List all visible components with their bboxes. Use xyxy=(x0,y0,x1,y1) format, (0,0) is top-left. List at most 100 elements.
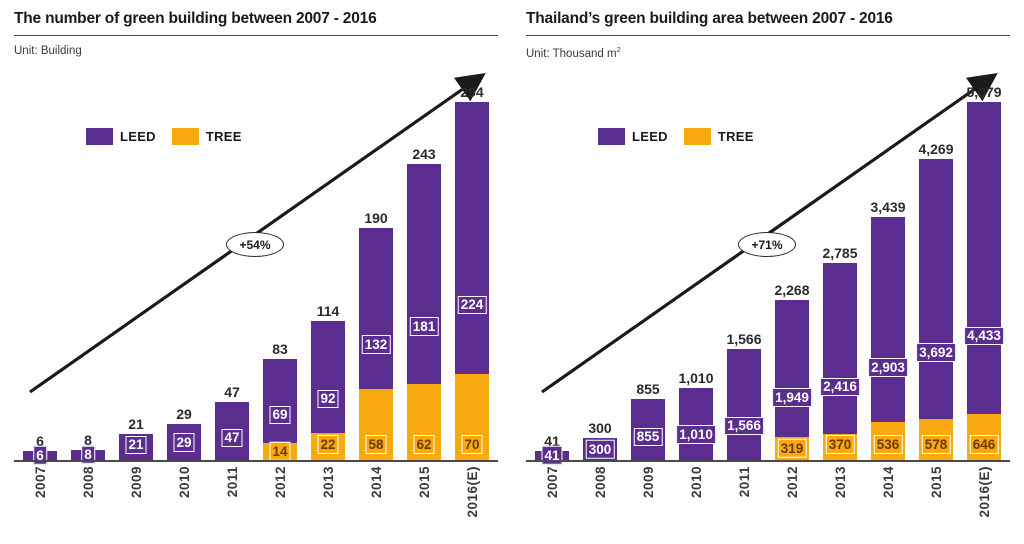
x-axis-tick: 2007 xyxy=(532,466,572,542)
x-axis-tick: 2011 xyxy=(724,466,764,542)
x-axis-tick-label: 2008 xyxy=(80,466,96,499)
bar-column: 855 855 xyxy=(628,381,668,460)
x-axis-tick-label: 2007 xyxy=(32,466,48,499)
bar-total-label: 855 xyxy=(636,381,660,398)
x-axis-tick: 2012 xyxy=(260,466,300,542)
bar-column: 114 92 22 xyxy=(308,304,348,460)
x-axis-tick-label: 2010 xyxy=(176,466,192,499)
bar-total-label: 2,785 xyxy=(822,245,858,262)
bar-segment-label-leed: 8 xyxy=(81,445,95,464)
bar-segment-label-tree: 58 xyxy=(365,435,387,454)
bar-segment-tree: 370 xyxy=(823,433,857,460)
bar-segment-label-leed: 224 xyxy=(457,295,487,315)
bar-segment-leed: 2,416 xyxy=(820,263,860,434)
bar-segment-leed: 1,010 xyxy=(676,388,716,460)
bar-segment-label-leed: 855 xyxy=(633,427,663,447)
panel-building-count: The number of green building between 200… xyxy=(14,10,498,542)
bar-segment-label-leed: 1,566 xyxy=(724,416,764,436)
unit-superscript: 2 xyxy=(616,45,621,54)
bar-segment-label-leed: 132 xyxy=(361,335,391,354)
plot-area-left: +54% 6 6 8 8 21 21 29 29 47 47 83 69 14 114 92 22 190 132… xyxy=(14,62,498,465)
bar-segment-tree: 578 xyxy=(919,418,953,460)
bar-total-label: 41 xyxy=(544,432,560,449)
x-axis-labels-left: 2007 2008 2009 2010 2011 2012 2013 2014 2015 2016… xyxy=(14,466,498,542)
bar-segment-label-leed: 300 xyxy=(585,439,615,459)
bar-segment-leed: 92 xyxy=(311,320,345,433)
growth-badge-right: +71% xyxy=(738,232,796,257)
title-divider xyxy=(526,35,1010,36)
bar-segment-tree: 536 xyxy=(871,421,905,460)
panel-title: Thailand’s green building area between 2… xyxy=(526,10,893,27)
bar-column: 47 47 xyxy=(212,384,252,460)
x-axis-labels-right: 2007 2008 2009 2010 2011 2012 2013 2014 2015 2016… xyxy=(526,466,1010,542)
x-axis-tick: 2013 xyxy=(820,466,860,542)
bar-stack: 2,416 370 xyxy=(820,263,860,460)
x-axis-tick-label: 2009 xyxy=(128,466,144,499)
bar-column: 1,010 1,010 xyxy=(676,371,716,460)
bar-total-label: 190 xyxy=(364,210,388,227)
bar-segment-label-tree: 62 xyxy=(413,435,435,454)
x-axis-tick: 2010 xyxy=(676,466,716,542)
bar-total-label: 2,268 xyxy=(774,281,810,298)
bar-total-label: 114 xyxy=(316,302,340,319)
x-axis-tick: 2010 xyxy=(164,466,204,542)
bar-segment-label-leed: 1,949 xyxy=(772,388,812,407)
panel-title: The number of green building between 200… xyxy=(14,10,377,27)
bar-segment-label-tree: 370 xyxy=(825,435,855,454)
bar-stack: 300 xyxy=(583,438,617,460)
bar-total-label: 21 xyxy=(128,416,144,433)
bar-segment-label-leed: 92 xyxy=(317,389,339,409)
unit-text: Unit: Building xyxy=(14,45,82,57)
bar-stack: 3,692 578 xyxy=(916,158,956,460)
bar-total-label: 6 xyxy=(36,432,44,449)
x-axis-tick: 2008 xyxy=(68,466,108,542)
x-axis-tick: 2011 xyxy=(212,466,252,542)
x-axis-tick-label: 2014 xyxy=(368,466,384,499)
x-axis-tick-label: 2008 xyxy=(592,466,608,499)
x-axis-tick: 2016(E) xyxy=(964,466,1004,542)
unit-text: Unit: Thousand m xyxy=(526,47,617,60)
growth-badge-left: +54% xyxy=(226,232,284,257)
bar-segment-leed: 3,692 xyxy=(916,158,956,419)
x-axis-tick-label: 2010 xyxy=(688,466,704,499)
x-axis-tick: 2012 xyxy=(772,466,812,542)
bar-segment-leed: 855 xyxy=(631,399,665,460)
bar-segment-label-leed: 2,903 xyxy=(868,358,908,377)
bar-segment-label-leed: 21 xyxy=(125,435,147,455)
bar-column: 300 300 xyxy=(580,421,620,460)
bar-total-label: 4,269 xyxy=(918,140,954,157)
bar-total-label: 47 xyxy=(224,384,240,401)
bar-segment-label-leed: 47 xyxy=(221,428,243,448)
bar-segment-leed: 69 xyxy=(263,358,297,443)
bar-segment-leed: 4,433 xyxy=(964,101,1004,415)
panel-unit: Unit: Thousand m2 xyxy=(526,45,1010,60)
bar-stack: 69 14 xyxy=(263,358,297,461)
bar-column: 41 41 xyxy=(532,432,572,465)
bar-stack: 29 xyxy=(167,424,201,460)
bar-segment-leed: 41 xyxy=(535,445,569,465)
x-axis-tick-label: 2016(E) xyxy=(976,466,992,518)
bar-segment-leed: 8 xyxy=(71,445,105,464)
bar-segment-tree: 14 xyxy=(263,441,297,461)
x-axis-tick-label: 2007 xyxy=(544,466,560,499)
x-axis-tick-label: 2013 xyxy=(320,466,336,499)
bar-stack: 855 xyxy=(631,399,665,460)
bar-segment-label-tree: 70 xyxy=(461,435,483,454)
x-axis-tick-label: 2009 xyxy=(640,466,656,499)
bar-segment-leed: 29 xyxy=(167,424,201,460)
bar-stack: 181 62 xyxy=(407,163,441,460)
bar-segment-label-tree: 319 xyxy=(777,439,807,458)
x-axis-tick-label: 2012 xyxy=(272,466,288,499)
bar-segment-label-tree: 578 xyxy=(921,435,951,454)
bar-column: 2,268 1,949 319 xyxy=(772,283,812,460)
x-axis-tick: 2008 xyxy=(580,466,620,542)
bar-column: 243 181 62 xyxy=(404,147,444,460)
bar-segment-leed: 6 xyxy=(23,445,57,465)
bar-stack: 132 58 xyxy=(359,228,393,460)
bar-column: 29 29 xyxy=(164,407,204,460)
bar-stack: 92 22 xyxy=(311,320,345,460)
bar-segment-tree: 646 xyxy=(967,414,1001,460)
x-axis-line xyxy=(14,459,498,462)
bar-stack: 21 xyxy=(119,434,153,460)
